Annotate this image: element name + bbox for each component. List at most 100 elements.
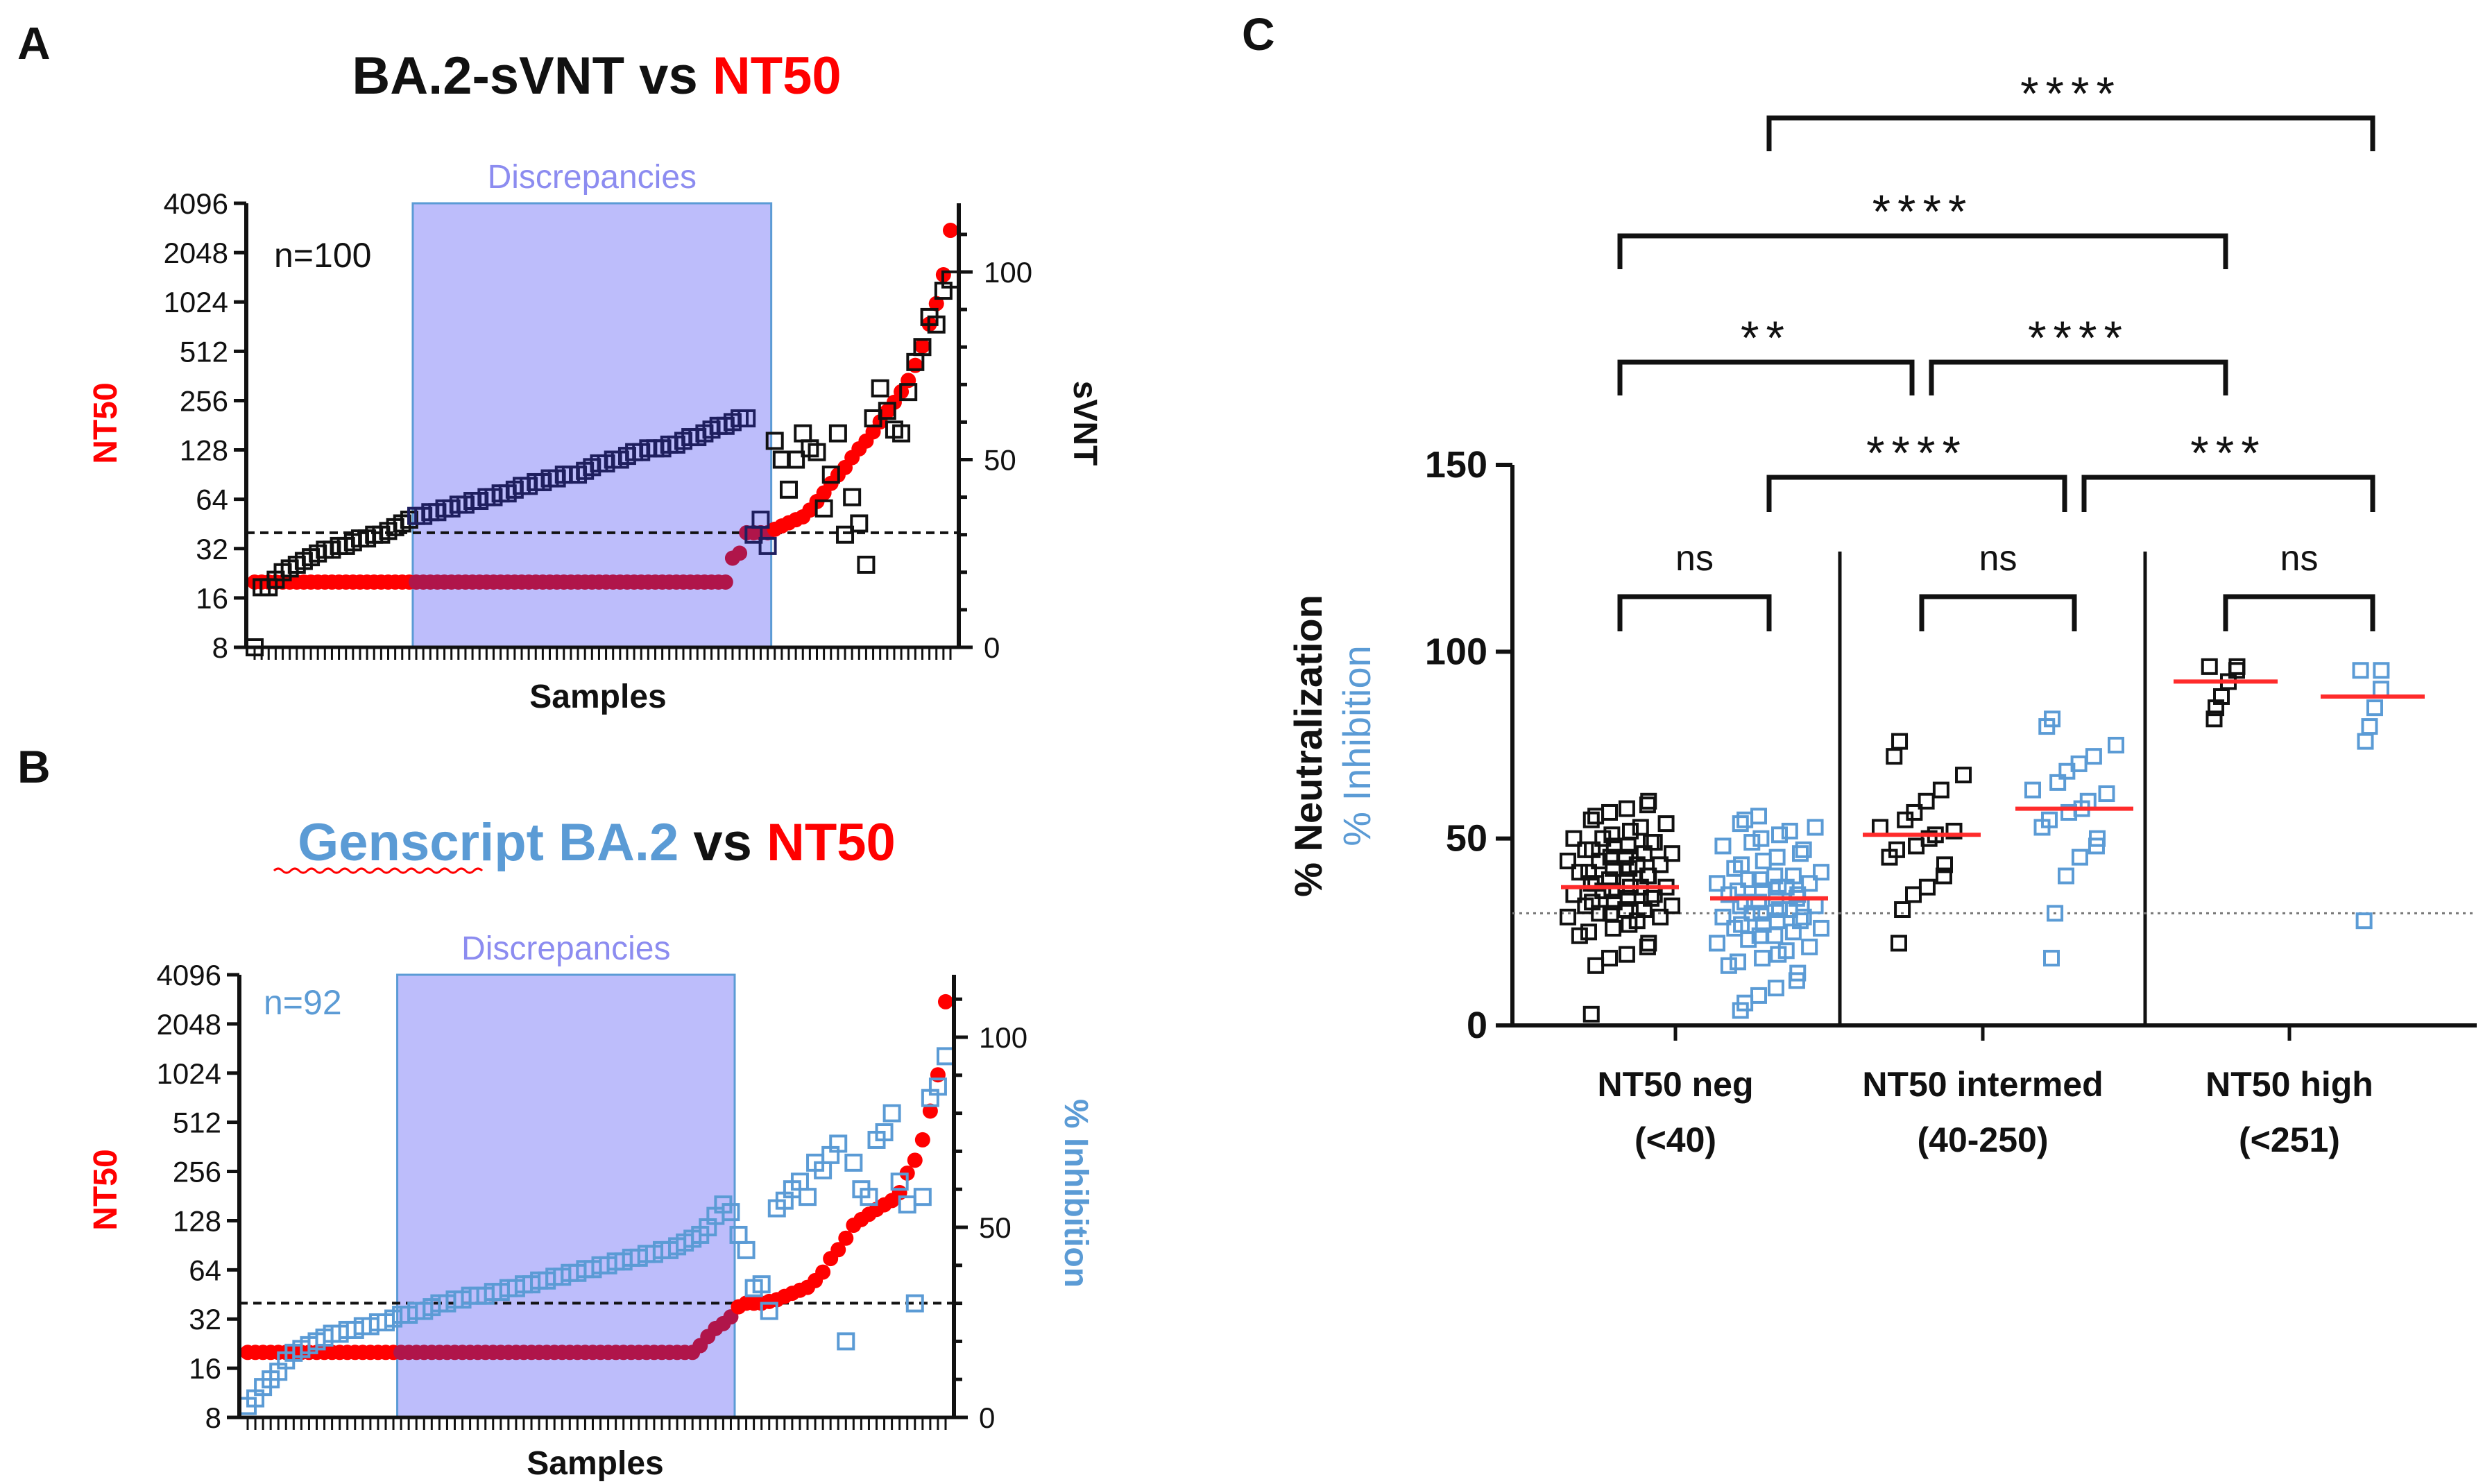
- c-neutralization-point: [1582, 1005, 1600, 1023]
- c-neutralization-point: [1565, 830, 1582, 847]
- a-series2-point: [765, 432, 784, 450]
- b-nt50-point: [938, 993, 953, 1009]
- c-inhibition-point: [2043, 950, 2060, 967]
- panel-letter-c: C: [1242, 8, 1275, 60]
- c-neutralization-point: [1905, 886, 1922, 903]
- panel-b-title-part2: vs: [679, 813, 767, 872]
- c-inhibition-point: [2085, 748, 2102, 765]
- c-bracket: [1617, 233, 2228, 269]
- a-series2-point: [836, 525, 855, 544]
- b-left-tick-label: 256: [173, 1156, 221, 1188]
- a-right-tick-label: 100: [984, 256, 1032, 289]
- c-neutralization-point: [1652, 908, 1669, 926]
- panel-a-n-label: n=100: [274, 236, 371, 275]
- panel-a-title-part2: NT50: [712, 46, 842, 105]
- c-neutralization-point: [1622, 822, 1639, 839]
- c-inhibition-point: [1777, 942, 1795, 960]
- a-nt50-point: [928, 296, 944, 312]
- panel-b-n-label: n=92: [264, 983, 342, 1022]
- b-nt50-point: [830, 1242, 846, 1258]
- c-bracket-label: ****: [1872, 185, 1974, 238]
- c-inhibition-point: [2024, 781, 2041, 799]
- panel-b-band-label: Discrepancies: [461, 930, 670, 967]
- c-neutralization-point: [1945, 822, 1963, 839]
- a-series2-point: [737, 409, 756, 427]
- a-left-tick-label: 128: [180, 434, 228, 467]
- b-series2-point: [760, 1302, 778, 1320]
- c-bracket: [1617, 594, 1772, 631]
- panel-a-xlabel: Samples: [529, 679, 666, 715]
- c-bracket-label: ns: [1979, 538, 2017, 579]
- c-neutralization-point: [2205, 710, 2223, 728]
- a-series2-point: [758, 536, 777, 555]
- c-neutralization-point: [1619, 889, 1637, 907]
- a-series2-point: [892, 424, 911, 443]
- b-left-tick-label: 128: [173, 1204, 221, 1237]
- c-neutralization-point: [1640, 935, 1657, 952]
- a-series2-point: [843, 488, 862, 506]
- panel-c-brackets: ns ns ns**** ***** ************: [1617, 67, 2375, 631]
- a-series2-point: [913, 338, 932, 357]
- a-left-tick-label: 8: [212, 631, 228, 664]
- panel-b-xlabel: Samples: [527, 1445, 663, 1482]
- panel-c-group3-label-line2: (<251): [2239, 1120, 2340, 1159]
- panel-b-axes: 4096 2048 1024 512 256 128 64 32 16 8 100 50 0: [157, 959, 1028, 1434]
- a-left-tick-label: 1024: [164, 286, 228, 318]
- b-series2-point: [913, 1188, 932, 1206]
- c-neutralization-point: [1640, 792, 1657, 810]
- c-neutralization-point: [1587, 808, 1605, 825]
- a-series2-point: [787, 450, 805, 469]
- c-inhibition-point: [1730, 953, 1746, 971]
- b-left-tick-label: 16: [189, 1352, 221, 1385]
- a-series2-point: [899, 383, 918, 402]
- a-left-tick-label: 512: [180, 335, 228, 368]
- c-neutralization-point: [1640, 867, 1657, 885]
- c-bracket-label: ****: [2028, 312, 2129, 364]
- b-series2-point: [829, 1134, 848, 1153]
- a-left-tick-label: 256: [180, 384, 228, 417]
- c-inhibition-point: [1792, 845, 1809, 862]
- panel-a-band-label: Discrepancies: [488, 159, 697, 196]
- c-neutralization-point: [1906, 803, 1923, 821]
- c-neutralization-point: [1560, 852, 1576, 869]
- c-neutralization-point: [1580, 923, 1597, 941]
- panel-b: Genscript BA.2 vs NT50 Discrepancies 409…: [87, 813, 1094, 1482]
- c-inhibition-point: [2089, 830, 2106, 847]
- b-series2-point: [837, 1332, 855, 1351]
- c-neutralization-point: [1936, 856, 1953, 873]
- panel-a-title: BA.2-sVNT vs NT50: [352, 46, 841, 105]
- c-inhibition-point: [2044, 710, 2061, 728]
- c-inhibition-point: [1766, 867, 1784, 885]
- c-neutralization-point: [1643, 889, 1659, 907]
- c-inhibition-point: [1813, 864, 1829, 881]
- panel-c-group2-label-line1: NT50 intermed: [1862, 1065, 2103, 1104]
- panel-c-group1-label-line1: NT50 neg: [1597, 1065, 1753, 1104]
- c-neutralization-point: [1888, 841, 1905, 858]
- a-nt50-point: [732, 545, 748, 561]
- b-series2-point: [937, 1047, 955, 1066]
- c-inhibition-point: [2098, 785, 2115, 803]
- c-inhibition-point: [1720, 957, 1737, 974]
- c-inhibition-point: [1768, 912, 1786, 930]
- c-neutralization-point: [1618, 946, 1635, 963]
- panel-a: BA.2-sVNT vs NT50 Discrepancies 4096 2048…: [87, 46, 1103, 715]
- c-neutralization-point: [1872, 819, 1888, 836]
- b-right-tick-label: 0: [979, 1401, 995, 1434]
- c-neutralization-point: [1657, 815, 1675, 833]
- c-inhibition-point: [1743, 834, 1761, 851]
- a-right-tick-label: 50: [984, 444, 1016, 477]
- c-neutralization-point: [2201, 658, 2218, 675]
- c-inhibition-point: [1755, 852, 1772, 869]
- c-neutralization-point: [1601, 950, 1618, 967]
- c-inhibition-point: [2366, 699, 2383, 717]
- b-series2-point: [844, 1153, 863, 1172]
- c-inhibition-point: [1801, 875, 1818, 892]
- panel-b-ylabel-right: % Inhibition: [1057, 1099, 1094, 1288]
- a-left-tick-label: 64: [196, 484, 228, 516]
- c-neutralization-point: [1571, 927, 1588, 944]
- c-neutralization-point: [1605, 919, 1622, 937]
- a-series2-point: [850, 514, 869, 533]
- c-inhibition-point: [1752, 905, 1770, 922]
- c-y-tick-label: 50: [1446, 818, 1487, 860]
